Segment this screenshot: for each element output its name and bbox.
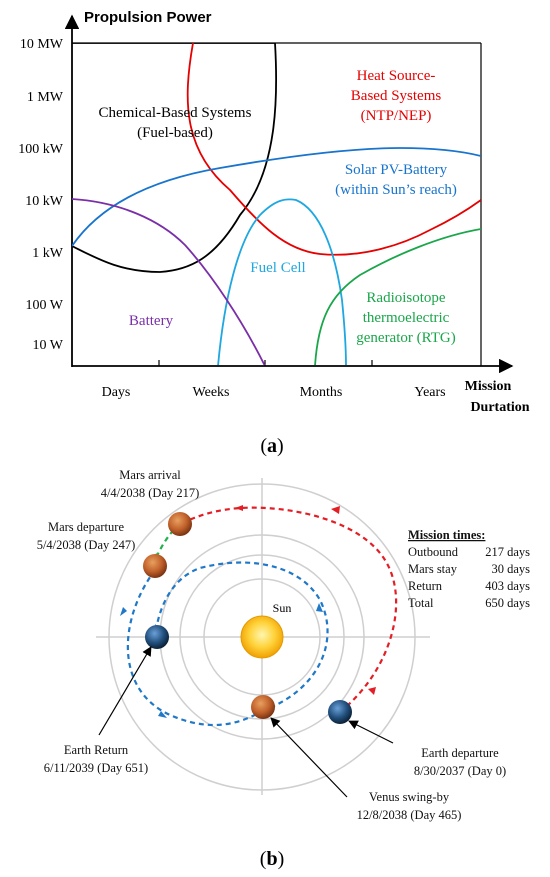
earth-departure-pointer [348, 720, 394, 744]
return-arrow-1 [120, 607, 127, 616]
mission-row-label-0: Outbound [408, 545, 459, 559]
outbound-arrow-2 [331, 506, 340, 514]
mission-row-label-3: Total [408, 596, 434, 610]
x-tick-months: Months [300, 385, 343, 400]
venus-swingby-name: Venus swing-by [369, 790, 450, 804]
y-tick-1mw: 1 MW [27, 90, 64, 105]
venus-pointer [270, 717, 348, 798]
mission-row-label-2: Return [408, 579, 443, 593]
battery-curve [72, 198, 266, 365]
chemical-curve [72, 43, 278, 273]
mission-row-value-1: 30 days [491, 562, 530, 576]
y-tick-100w: 100 W [26, 298, 64, 313]
y-tick-10w: 10 W [33, 338, 64, 353]
return-arrow-3 [316, 603, 323, 612]
y-tick-10mw: 10 MW [20, 37, 64, 52]
chemical-label-line1: Chemical-Based Systems [99, 105, 252, 121]
fuel-cell-label: Fuel Cell [250, 260, 305, 276]
x-tick-weeks: Weeks [193, 385, 230, 400]
sun [240, 615, 284, 659]
panel-a-label: (a) [260, 435, 283, 457]
earth-return-planet [145, 625, 169, 649]
chemical-label-line2: (Fuel-based) [137, 125, 213, 141]
x-tick-years: Years [414, 385, 445, 400]
earth-departure-date: 8/30/2037 (Day 0) [414, 764, 506, 778]
battery-label: Battery [129, 313, 174, 329]
solar-label-line1: Solar PV-Battery [345, 162, 448, 178]
mars-departure-planet [143, 554, 167, 578]
mission-row-label-1: Mars stay [408, 562, 458, 576]
panel-a: Propulsion Power 10 MW 1 MW 100 kW 10 kW… [18, 9, 529, 457]
mars-departure-name: Mars departure [48, 520, 124, 534]
mission-times-title: Mission times: [408, 528, 485, 542]
x-tick-days: Days [102, 385, 131, 400]
rtg-curve [314, 228, 481, 365]
outbound-arrow-1 [368, 687, 376, 695]
mission-times-table: Mission times: Outbound 217 days Mars st… [408, 528, 530, 610]
x-axis-title-line2: Durtation [470, 400, 529, 415]
heat-source-label-line2: Based Systems [351, 88, 442, 104]
return-trajectory-1 [126, 569, 263, 727]
heat-source-label-line1: Heat Source- [357, 68, 436, 84]
rtg-label-line1: Radioisotope [366, 290, 446, 306]
sun-label: Sun [273, 601, 292, 615]
x-tick-labels: Days Weeks Months Years [102, 385, 446, 400]
mission-row-value-3: 650 days [485, 596, 530, 610]
mars-departure-date: 5/4/2038 (Day 247) [37, 538, 136, 552]
y-tick-labels: 10 MW 1 MW 100 kW 10 kW 1 kW 100 W 10 W [18, 37, 64, 353]
earth-return-name: Earth Return [64, 743, 129, 757]
return-arrow-2 [158, 711, 167, 718]
trajectory-arrows [120, 505, 376, 718]
mars-arrival-planet [168, 512, 192, 536]
return-trajectory-2 [154, 561, 329, 713]
venus-planet [251, 695, 275, 719]
heat-source-curve [186, 43, 481, 256]
earth-return-pointer [98, 646, 152, 736]
earth-departure-name: Earth departure [421, 746, 499, 760]
x-axis-title-line1: Mission [465, 379, 512, 394]
outbound-trajectory [181, 506, 398, 713]
earth-departure-planet [328, 700, 352, 724]
venus-swingby-date: 12/8/2038 (Day 465) [357, 808, 462, 822]
outbound-arrow-3 [235, 505, 243, 511]
mars-arrival-date: 4/4/2038 (Day 217) [101, 486, 200, 500]
y-tick-1kw: 1 kW [32, 246, 64, 261]
mars-arrival-name: Mars arrival [119, 468, 181, 482]
rtg-label-line3: generator (RTG) [356, 330, 455, 346]
panel-b-label: (b) [260, 848, 284, 870]
mission-row-value-2: 403 days [485, 579, 530, 593]
mission-row-value-0: 217 days [485, 545, 530, 559]
solar-curve [72, 147, 481, 247]
rtg-label-line2: thermoelectric [363, 310, 450, 326]
heat-source-label-line3: (NTP/NEP) [361, 108, 432, 124]
fuel-cell-curve [217, 198, 347, 365]
earth-return-date: 6/11/2039 (Day 651) [44, 761, 148, 775]
panel-b: Sun [37, 468, 530, 870]
solar-label-line2: (within Sun’s reach) [335, 182, 457, 198]
y-axis-title: Propulsion Power [84, 9, 212, 26]
y-tick-100kw: 100 kW [18, 142, 64, 157]
y-tick-10kw: 10 kW [25, 194, 64, 209]
